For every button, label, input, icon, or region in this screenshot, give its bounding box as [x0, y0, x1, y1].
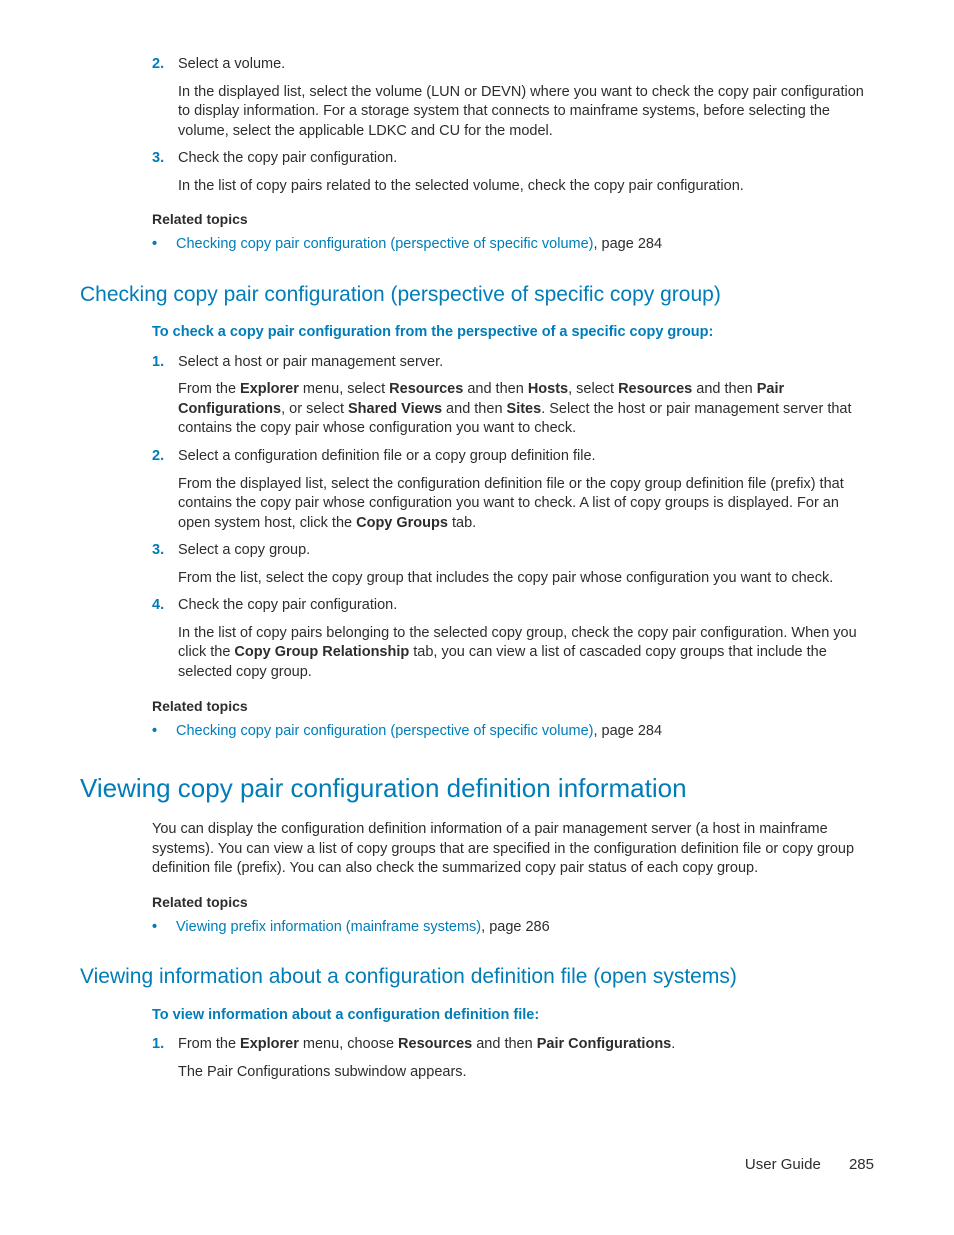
step-text: In the displayed list, select the volume… [178, 83, 874, 142]
step-body: Select a configuration definition file o… [178, 447, 874, 533]
step-number: 1. [152, 353, 178, 439]
section-heading: Checking copy pair configuration (perspe… [80, 281, 874, 309]
step-text: From the displayed list, select the conf… [178, 475, 874, 534]
related-topics-list: • Checking copy pair configuration (pers… [152, 235, 874, 255]
step-title: Check the copy pair configuration. [178, 596, 874, 616]
step-number: 3. [152, 541, 178, 588]
step-text: From the Explorer menu, choose Resources… [178, 1035, 874, 1055]
related-topics-heading: Related topics [152, 210, 874, 229]
step-number: 4. [152, 596, 178, 682]
step-text: The Pair Configurations subwindow appear… [178, 1063, 874, 1083]
sec1-step-2: 2. Select a configuration definition fil… [152, 447, 874, 533]
step-text: In the list of copy pairs related to the… [178, 177, 874, 197]
step-body: Select a copy group. From the list, sele… [178, 541, 874, 588]
page-number: 285 [849, 1155, 874, 1175]
related-topics-text: Checking copy pair configuration (perspe… [176, 235, 874, 255]
step-text: In the list of copy pairs belonging to t… [178, 624, 874, 683]
page-root: 2. Select a volume. In the displayed lis… [0, 0, 954, 1235]
sec1-step-1: 1. Select a host or pair management serv… [152, 353, 874, 439]
related-topics-text: Checking copy pair configuration (perspe… [176, 722, 874, 742]
step-number: 1. [152, 1035, 178, 1082]
step-body: From the Explorer menu, choose Resources… [178, 1035, 874, 1082]
step-number: 2. [152, 447, 178, 533]
related-topics-text: Viewing prefix information (mainframe sy… [176, 918, 874, 938]
step-text: From the list, select the copy group tha… [178, 569, 874, 589]
procedure-intro: To view information about a configuratio… [152, 1006, 874, 1026]
section-heading: Viewing information about a configuratio… [80, 963, 874, 991]
related-topics-item: • Checking copy pair configuration (pers… [152, 722, 874, 742]
section-heading-main: Viewing copy pair configuration definiti… [80, 771, 874, 806]
step-body: Select a host or pair management server.… [178, 353, 874, 439]
related-link[interactable]: Checking copy pair configuration (perspe… [176, 723, 593, 739]
related-tail: , page 286 [481, 919, 550, 935]
step-2: 2. Select a volume. In the displayed lis… [152, 55, 874, 141]
related-topics-heading: Related topics [152, 697, 874, 716]
step-text: From the Explorer menu, select Resources… [178, 380, 874, 439]
related-topics-item: • Checking copy pair configuration (pers… [152, 235, 874, 255]
sec3-step-1: 1. From the Explorer menu, choose Resour… [152, 1035, 874, 1082]
step-body: Check the copy pair configuration. In th… [178, 596, 874, 682]
sec1-step-4: 4. Check the copy pair configuration. In… [152, 596, 874, 682]
step-title: Select a copy group. [178, 541, 874, 561]
bullet-icon: • [152, 235, 176, 255]
footer-label: User Guide [745, 1156, 821, 1173]
related-topics-heading: Related topics [152, 893, 874, 912]
related-link[interactable]: Checking copy pair configuration (perspe… [176, 236, 593, 252]
step-title: Select a host or pair management server. [178, 353, 874, 373]
sec1-step-3: 3. Select a copy group. From the list, s… [152, 541, 874, 588]
related-tail: , page 284 [593, 723, 662, 739]
step-title: Select a configuration definition file o… [178, 447, 874, 467]
step-body: Check the copy pair configuration. In th… [178, 149, 874, 196]
related-link[interactable]: Viewing prefix information (mainframe sy… [176, 919, 481, 935]
section-paragraph: You can display the configuration defini… [152, 820, 874, 879]
step-title: Select a volume. [178, 55, 874, 75]
bullet-icon: • [152, 722, 176, 742]
related-topics-item: • Viewing prefix information (mainframe … [152, 918, 874, 938]
procedure-intro: To check a copy pair configuration from … [152, 323, 874, 343]
step-3: 3. Check the copy pair configuration. In… [152, 149, 874, 196]
related-tail: , page 284 [593, 236, 662, 252]
page-footer: User Guide 285 [745, 1155, 874, 1175]
step-body: Select a volume. In the displayed list, … [178, 55, 874, 141]
related-topics-list: • Viewing prefix information (mainframe … [152, 918, 874, 938]
step-number: 2. [152, 55, 178, 141]
step-number: 3. [152, 149, 178, 196]
step-title: Check the copy pair configuration. [178, 149, 874, 169]
related-topics-list: • Checking copy pair configuration (pers… [152, 722, 874, 742]
bullet-icon: • [152, 918, 176, 938]
